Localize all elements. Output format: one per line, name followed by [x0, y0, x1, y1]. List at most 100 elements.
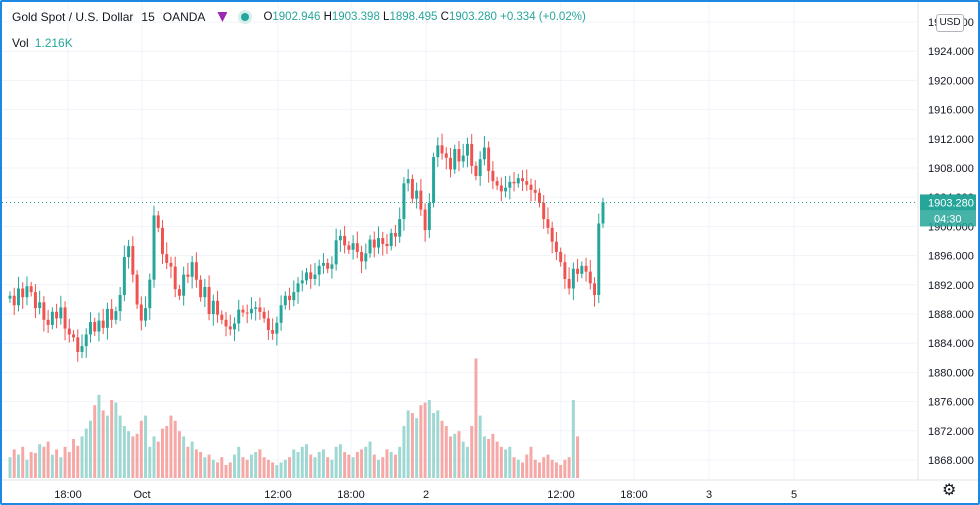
volume-bar [67, 452, 71, 478]
volume-bar [440, 420, 444, 478]
candle-body [190, 262, 194, 277]
volume-bar [347, 454, 351, 478]
volume-bar [211, 459, 215, 478]
candle-body [385, 243, 389, 247]
interval-label[interactable]: 15 [141, 10, 155, 24]
y-tick-label: 1872.000 [928, 426, 974, 438]
candle-body [72, 334, 76, 338]
volume-bar [16, 454, 20, 478]
gear-icon[interactable]: ⚙ [942, 482, 957, 499]
volume-bar [97, 394, 101, 478]
volume-bar [279, 462, 283, 478]
volume-bar [474, 358, 478, 478]
volume-bar [423, 402, 427, 478]
candle-body [59, 307, 63, 319]
volume-bar [533, 459, 537, 478]
candle-body [537, 192, 541, 204]
volume-bar [38, 444, 42, 478]
candle-body [177, 289, 181, 296]
candle-body [330, 264, 334, 269]
candle-body [368, 239, 372, 254]
last-price-tag [920, 194, 976, 211]
candle-body [33, 292, 37, 309]
candle-body [432, 157, 436, 204]
candle-body [76, 337, 80, 352]
volume-bar [131, 436, 135, 478]
candle-body [326, 262, 330, 269]
candle-body [504, 187, 508, 192]
candle-body [50, 311, 54, 325]
volume-bar [338, 444, 342, 478]
candle-body [182, 274, 186, 296]
volume-bar [203, 457, 207, 478]
candle-body [317, 265, 321, 275]
candle-body [398, 219, 402, 237]
candle-body [42, 302, 46, 320]
volume-bar [406, 410, 410, 478]
candle-body [131, 246, 135, 275]
volume-bar [186, 446, 190, 478]
teal-dot-icon [241, 13, 250, 21]
y-tick-label: 1868.000 [928, 455, 974, 467]
symbol-name[interactable]: Gold Spot / U.S. Dollar [12, 10, 134, 24]
candle-body [84, 334, 88, 347]
volume-bar [21, 446, 25, 478]
volume-bar [237, 446, 241, 478]
volume-bar [317, 452, 321, 478]
candle-body [16, 288, 20, 306]
volume-bar [25, 459, 29, 478]
volume-bar [465, 446, 469, 478]
candle-body [478, 159, 482, 177]
volume-bar [559, 465, 563, 478]
volume-bar [334, 446, 338, 478]
volume-bar [457, 431, 461, 478]
volume-value: 1.216K [34, 36, 73, 50]
volume-bar [101, 410, 105, 478]
volume-bar [88, 420, 92, 478]
high-value: 1903.398 [331, 11, 380, 23]
candle-body [533, 189, 537, 193]
change-value: +0.334 (+0.02%) [500, 11, 586, 23]
y-tick-label: 1916.000 [928, 105, 974, 117]
candle-body [419, 190, 423, 210]
candle-body [461, 155, 465, 162]
volume-bar [504, 449, 508, 478]
candle-body [67, 328, 71, 335]
volume-bar [275, 465, 279, 478]
candle-body [173, 266, 177, 290]
currency-button[interactable]: USD [936, 14, 964, 32]
volume-bar [12, 449, 16, 478]
candle-body [63, 307, 67, 329]
volume-bar [343, 452, 347, 478]
candle-body [122, 257, 126, 296]
candle-body [139, 304, 143, 321]
volume-bar [177, 431, 181, 478]
purple-flag-icon[interactable] [217, 12, 228, 22]
volume-label[interactable]: Vol [12, 36, 29, 50]
volume-bar [398, 446, 402, 478]
candle-body [216, 300, 220, 315]
candle-body [152, 215, 156, 280]
candle-body [343, 235, 347, 246]
volume-bar [135, 433, 139, 478]
candle-body [482, 147, 486, 160]
candle-body [279, 305, 283, 323]
candle-body [525, 181, 529, 185]
volume-bar [271, 462, 275, 478]
volume-bar [326, 457, 330, 478]
volume-bar [288, 457, 292, 478]
volume-bar [576, 436, 580, 478]
candle-body [563, 262, 567, 279]
candle-body [309, 272, 313, 279]
candle-body [571, 268, 575, 289]
volume-bar [381, 457, 385, 478]
volume-bar [432, 413, 436, 478]
candle-body [135, 274, 139, 305]
y-tick-label: 1920.000 [928, 75, 974, 87]
candle-body [499, 185, 503, 192]
candle-body [186, 274, 190, 277]
candle-body [470, 143, 474, 166]
volume-bar [470, 426, 474, 478]
candle-body [148, 279, 152, 309]
